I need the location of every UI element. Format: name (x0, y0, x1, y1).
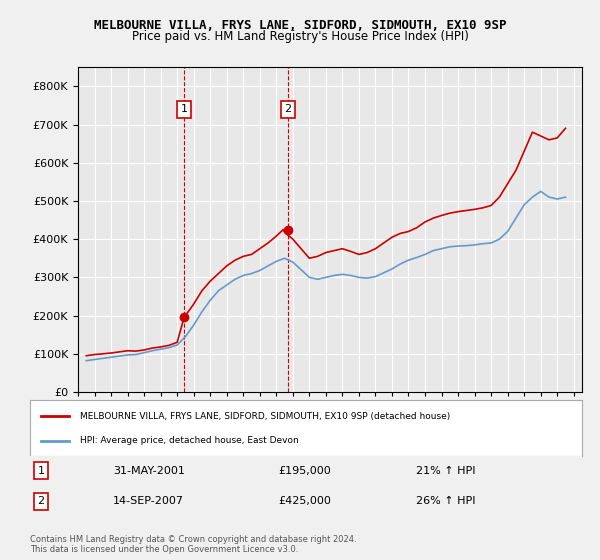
Text: 31-MAY-2001: 31-MAY-2001 (113, 465, 185, 475)
Text: 2: 2 (37, 497, 44, 506)
Text: £195,000: £195,000 (278, 465, 331, 475)
Text: MELBOURNE VILLA, FRYS LANE, SIDFORD, SIDMOUTH, EX10 9SP: MELBOURNE VILLA, FRYS LANE, SIDFORD, SID… (94, 18, 506, 32)
Text: Contains HM Land Registry data © Crown copyright and database right 2024.
This d: Contains HM Land Registry data © Crown c… (30, 535, 356, 554)
Text: 21% ↑ HPI: 21% ↑ HPI (416, 465, 476, 475)
Text: 1: 1 (38, 465, 44, 475)
Text: MELBOURNE VILLA, FRYS LANE, SIDFORD, SIDMOUTH, EX10 9SP (detached house): MELBOURNE VILLA, FRYS LANE, SIDFORD, SID… (80, 412, 450, 421)
Text: 26% ↑ HPI: 26% ↑ HPI (416, 497, 476, 506)
Text: 1: 1 (181, 104, 188, 114)
Text: £425,000: £425,000 (278, 497, 331, 506)
Text: Price paid vs. HM Land Registry's House Price Index (HPI): Price paid vs. HM Land Registry's House … (131, 30, 469, 43)
Text: HPI: Average price, detached house, East Devon: HPI: Average price, detached house, East… (80, 436, 298, 445)
Text: 2: 2 (284, 104, 292, 114)
Text: 14-SEP-2007: 14-SEP-2007 (113, 497, 184, 506)
